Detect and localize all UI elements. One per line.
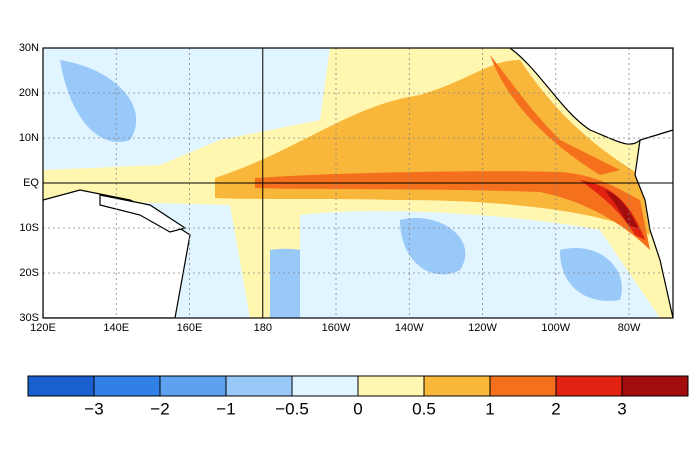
lat-label: 30N bbox=[19, 42, 39, 54]
colorbar-label: 3 bbox=[617, 399, 626, 418]
lat-label: 20N bbox=[19, 87, 39, 99]
colorbar-label: −2 bbox=[150, 399, 169, 418]
colorbar-label: −3 bbox=[84, 399, 103, 418]
lon-label: 120E bbox=[30, 322, 56, 334]
lon-label: 80W bbox=[618, 322, 641, 334]
colorbar-swatch bbox=[621, 375, 689, 397]
axis-labels: 120E 140E 160E 180 160W 140W 120W 100W 80W 30N 20N… bbox=[19, 42, 641, 334]
lon-label: 120W bbox=[468, 322, 497, 334]
colorbar-swatch bbox=[291, 375, 359, 397]
lat-label: 10N bbox=[19, 132, 39, 144]
colorbar-label: 0 bbox=[353, 399, 362, 418]
lon-label: 140W bbox=[395, 322, 424, 334]
lon-label: 140E bbox=[103, 322, 129, 334]
lon-label: 160E bbox=[177, 322, 203, 334]
lat-label: 30S bbox=[19, 312, 39, 324]
lon-label: 160W bbox=[322, 322, 351, 334]
colorbar-swatch bbox=[555, 375, 623, 397]
lon-label: 180 bbox=[254, 322, 272, 334]
colorbar-label: 0.5 bbox=[412, 399, 436, 418]
colorbar-swatch bbox=[423, 375, 491, 397]
colorbar-label: −0.5 bbox=[275, 399, 309, 418]
colorbar-label: 2 bbox=[551, 399, 560, 418]
colorbar-label: 1 bbox=[485, 399, 494, 418]
lat-label: EQ bbox=[23, 177, 39, 189]
map-frame bbox=[42, 47, 674, 319]
anomaly-field bbox=[43, 48, 673, 318]
colorbar-swatch bbox=[93, 375, 161, 397]
colorbar-swatch bbox=[489, 375, 557, 397]
colorbar-swatch bbox=[27, 375, 95, 397]
colorbar-swatch bbox=[159, 375, 227, 397]
lat-label: 10S bbox=[19, 222, 39, 234]
colorbar-swatch bbox=[357, 375, 425, 397]
colorbar-label: −1 bbox=[216, 399, 235, 418]
colorbar-swatch bbox=[225, 375, 293, 397]
lat-label: 20S bbox=[19, 267, 39, 279]
lon-label: 100W bbox=[541, 322, 570, 334]
colorbar: −3 −2 −1 −0.5 0 0.5 1 2 3 bbox=[27, 375, 689, 418]
